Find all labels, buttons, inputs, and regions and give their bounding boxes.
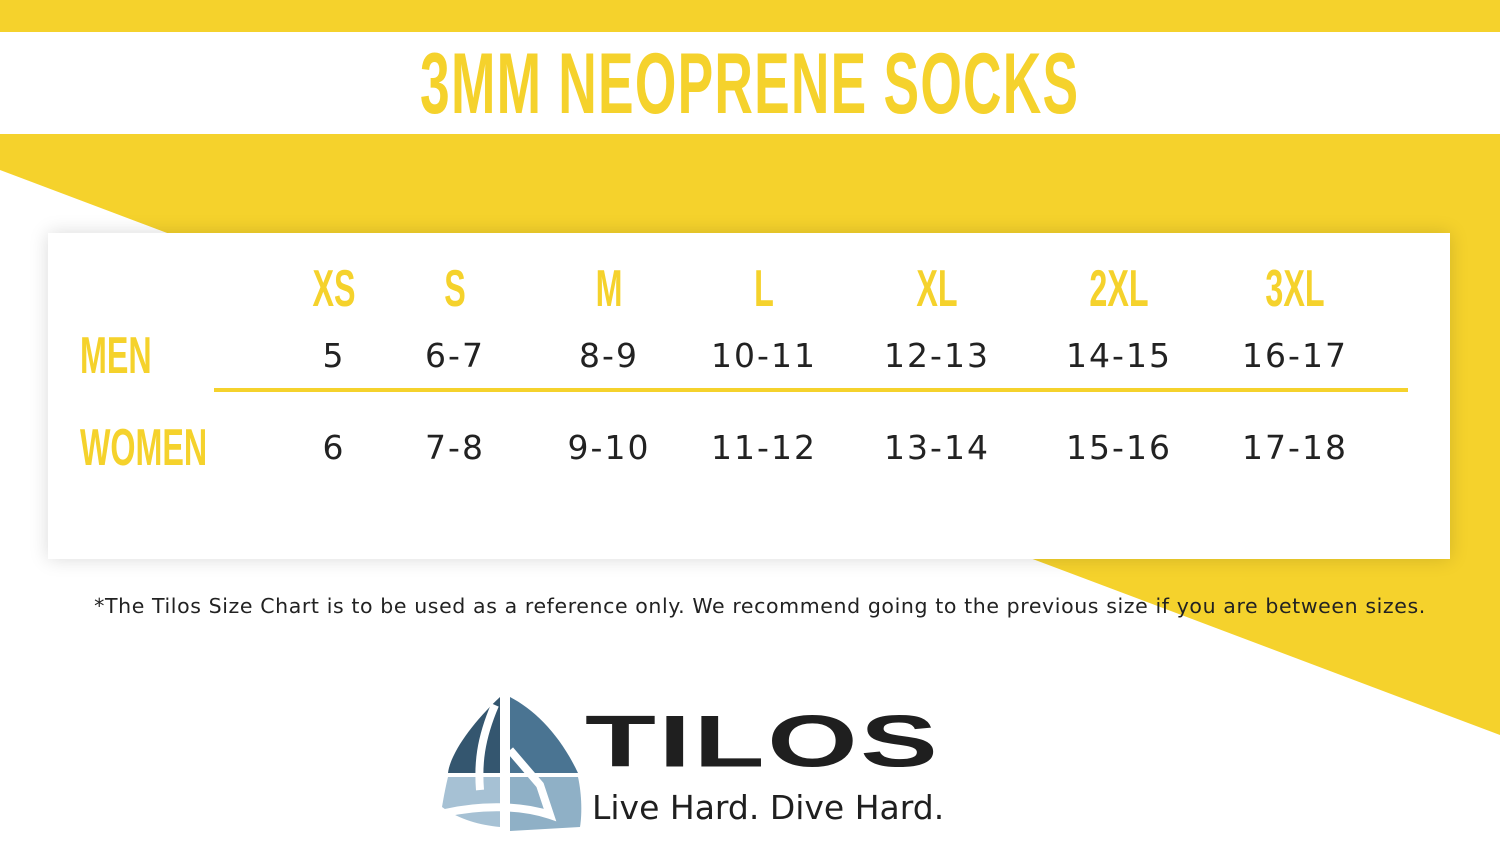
size-header: XS (312, 260, 356, 318)
size-value: 17-18 (1242, 428, 1348, 467)
size-value: 7-8 (425, 428, 485, 467)
size-value: 6-7 (425, 336, 485, 375)
brand-tagline: Live Hard. Dive Hard. (592, 788, 945, 827)
size-value: 15-16 (1066, 428, 1172, 467)
size-value: 10-11 (711, 336, 817, 375)
size-value: 12-13 (884, 336, 990, 375)
size-value: 11-12 (711, 428, 817, 467)
size-value: 16-17 (1242, 336, 1348, 375)
row-label: MEN (80, 327, 152, 385)
size-value: 6 (322, 428, 346, 467)
size-value: 5 (322, 336, 346, 375)
brand-wordmark: TILOS (585, 700, 941, 783)
size-value: 9-10 (567, 428, 651, 467)
tilos-logo-icon (442, 697, 582, 831)
size-value: 13-14 (884, 428, 990, 467)
size-header: XL (916, 260, 958, 318)
title-text: 3MM NEOPRENE SOCKS (420, 36, 1080, 132)
row-divider (214, 388, 1408, 392)
size-header: 2XL (1089, 260, 1149, 318)
size-value: 14-15 (1066, 336, 1172, 375)
size-header: L (754, 260, 774, 318)
page-title: 3MM NEOPRENE SOCKS (0, 38, 1500, 130)
disclaimer-note: *The Tilos Size Chart is to be used as a… (94, 594, 1426, 618)
top-yellow-bar (0, 0, 1500, 32)
row-label: WOMEN (80, 419, 208, 477)
size-header: M (595, 260, 623, 318)
size-chart-table: XS S M L XL 2XL 3XL MEN 5 6-7 8-9 10-11 12-13 14-15 16… (48, 233, 1450, 559)
size-header: S (444, 260, 466, 318)
size-header: 3XL (1265, 260, 1325, 318)
size-value: 8-9 (579, 336, 639, 375)
